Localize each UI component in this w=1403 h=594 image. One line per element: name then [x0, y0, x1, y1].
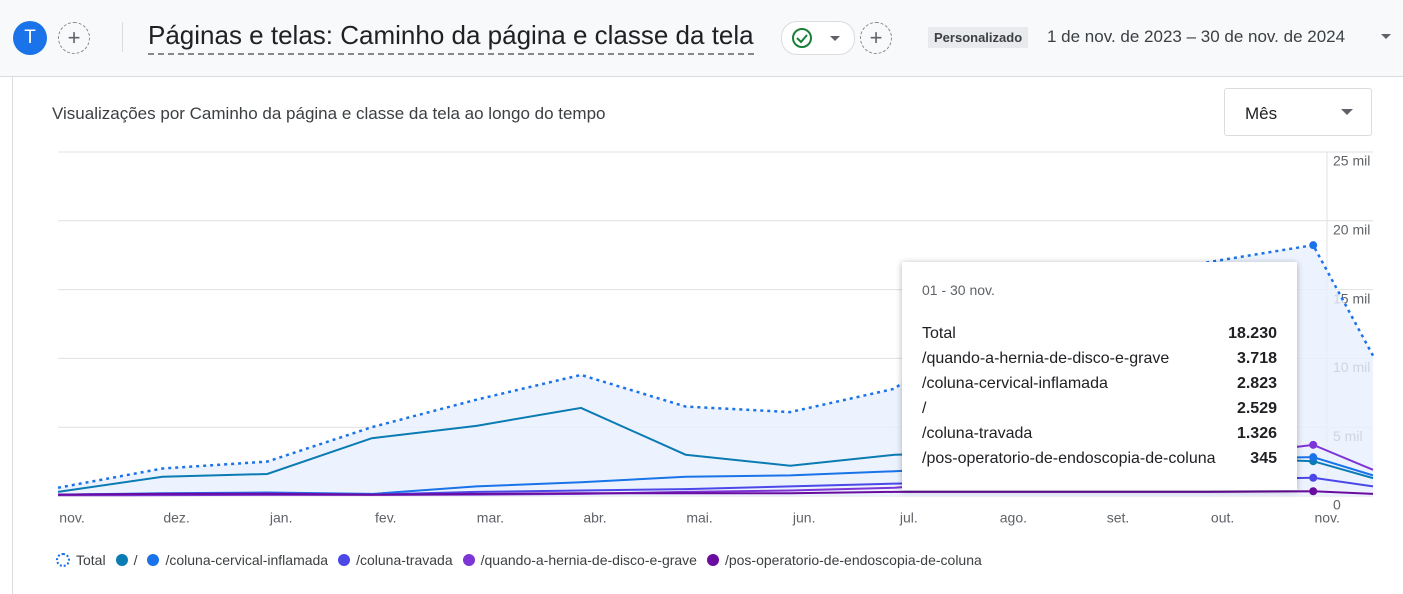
caret [1341, 109, 1353, 115]
point [1309, 440, 1318, 449]
legend-label: /quando-a-hernia-de-disco-e-grave [480, 552, 697, 568]
tooltip-row: /pos-operatorio-de-endoscopia-de-coluna 3… [922, 450, 1277, 468]
tooltip-value: 18.230 [1228, 325, 1277, 342]
legend: Total / /coluna-cervical-inflamada/coluna-… [56, 552, 982, 568]
x-tick-label: dez. [163, 510, 189, 526]
tooltip-row: /coluna-travada 1.326 [922, 425, 1277, 443]
legend-item[interactable]: / [115, 552, 138, 568]
x-tick-label: jun. [792, 510, 816, 526]
tooltip-value: 2.529 [1236, 400, 1277, 417]
tooltip-label: /pos-operatorio-de-endoscopia-de-coluna [922, 450, 1216, 467]
point [1309, 453, 1318, 462]
date-range[interactable]: 1 de nov. de 2023 – 30 de nov. de 2024 [1047, 27, 1346, 46]
legend-swatch [338, 554, 351, 566]
tooltip-label: Total [922, 325, 956, 342]
line [57, 490, 1374, 496]
y-tick-label: 20 mil [1333, 222, 1370, 238]
tooltip-label: /quando-a-hernia-de-disco-e-grave [922, 350, 1170, 367]
tooltip-row: /coluna-cervical-inflamada 2.823 [922, 375, 1277, 393]
tooltip-value: 345 [1250, 450, 1277, 467]
x-tick-label: abr. [583, 510, 606, 526]
tooltip-label: /coluna-cervical-inflamada [922, 375, 1108, 392]
x-tick-label: ago. [1000, 510, 1027, 526]
divider [122, 22, 123, 52]
tooltip-title: 01 - 30 nov. [922, 282, 995, 298]
status-dropdown[interactable] [781, 21, 855, 55]
tooltip-value: 3.718 [1236, 350, 1277, 367]
chart-title: Visualizações por Caminho da página e cl… [52, 104, 606, 123]
tooltip: 01 - 30 nov. Total 18.230/quando-a-hernia-… [902, 262, 1297, 490]
status-icons [792, 28, 840, 48]
tooltip-label: /coluna-travada [922, 425, 1033, 442]
tooltip-row: /quando-a-hernia-de-disco-e-grave 3.718 [922, 350, 1277, 368]
granularity-select[interactable]: Mês [1224, 88, 1372, 136]
range-type: Personalizado [928, 27, 1029, 48]
legend-label: /coluna-travada [356, 552, 453, 568]
add-button[interactable]: + [58, 22, 90, 54]
legend-label: /coluna-cervical-inflamada [165, 552, 329, 568]
point [1309, 473, 1318, 482]
header: T + Páginas e telas: Caminho da página e… [0, 0, 1403, 77]
granularity: Mês [1245, 104, 1278, 123]
legend-item[interactable]: /coluna-cervical-inflamada [147, 552, 328, 568]
x-tick-label: jul. [899, 510, 918, 526]
x-tick-label: nov. [1314, 510, 1339, 526]
x-tick-label: nov. [59, 510, 84, 526]
tooltip-value: 2.823 [1236, 375, 1277, 392]
tooltip-label: / [922, 400, 927, 417]
legend-label: /pos-operatorio-de-endoscopia-de-coluna [724, 552, 982, 568]
legend-swatch [115, 554, 128, 566]
x-tick-label: jan. [269, 510, 293, 526]
legend-swatch [56, 553, 70, 567]
tooltip-row: / 2.529 [922, 400, 1277, 418]
y-tick-label: 25 mil [1333, 153, 1370, 169]
y-tick-label: 0 [1333, 497, 1341, 513]
tooltip-value: 1.326 [1236, 425, 1277, 442]
point [1309, 487, 1318, 496]
legend-swatch [147, 554, 160, 566]
legend-label: Total [76, 552, 106, 568]
legend-swatch [462, 554, 475, 566]
legend-swatch [706, 554, 719, 566]
tooltip-row: Total 18.230 [922, 325, 1277, 343]
legend-item[interactable]: /pos-operatorio-de-endoscopia-de-coluna [706, 552, 982, 568]
rail [12, 77, 13, 594]
x-tick-label: fev. [375, 510, 397, 526]
x-tick-label: set. [1107, 510, 1130, 526]
x-tick-label: mar. [477, 510, 504, 526]
x-tick-label: mai. [686, 510, 712, 526]
point [1309, 241, 1318, 250]
report-title: Páginas e telas: Caminho da página e cla… [148, 20, 754, 55]
legend-item[interactable]: /coluna-travada [338, 552, 453, 568]
legend-item[interactable]: /quando-a-hernia-de-disco-e-grave [462, 552, 697, 568]
legend-label: / [133, 552, 138, 568]
legend-item[interactable]: Total [56, 552, 106, 568]
add-comparison[interactable]: + [860, 22, 892, 54]
avatar[interactable]: T [13, 21, 47, 55]
x-tick-label: out. [1211, 510, 1234, 526]
